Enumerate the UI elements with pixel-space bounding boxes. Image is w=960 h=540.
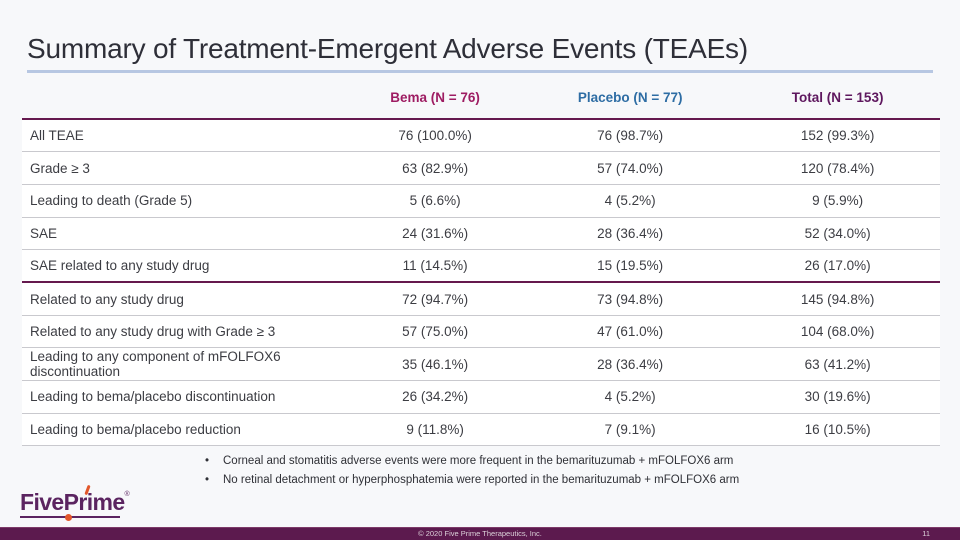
- table-row: Related to any study drug 72 (94.7%) 73 …: [22, 282, 940, 316]
- cell-bema: 5 (6.6%): [409, 193, 461, 209]
- table-row: SAE 24 (31.6%) 28 (36.4%) 52 (34.0%): [22, 217, 940, 250]
- cell-total: 145 (94.8%): [800, 291, 875, 307]
- cell-bema: 9 (11.8%): [406, 422, 464, 438]
- cell-placebo: 28 (36.4%): [597, 225, 664, 241]
- cell-bema: 11 (14.5%): [402, 258, 468, 274]
- table-row: Leading to any component of mFOLFOX6 dis…: [22, 347, 940, 381]
- cell-bema: 35 (46.1%): [402, 356, 469, 372]
- cell-bema: 63 (82.9%): [402, 160, 469, 176]
- table-row: All TEAE 76 (100.0%) 76 (98.7%) 152 (99.…: [22, 119, 940, 152]
- table-row: Leading to death (Grade 5) 5 (6.6%) 4 (5…: [22, 184, 940, 218]
- cell-total: 63 (41.2%): [804, 356, 871, 372]
- cell-total: 104 (68.0%): [800, 323, 875, 339]
- table-row: Grade ≥ 3 63 (82.9%) 57 (74.0%) 120 (78.…: [22, 151, 940, 185]
- cell-label: Related to any study drug with Grade ≥ 3: [30, 323, 276, 339]
- cell-bema: 57 (75.0%): [402, 323, 469, 339]
- col-header-bema: Bema (N = 76): [390, 89, 480, 105]
- cell-label: SAE related to any study drug: [30, 258, 210, 274]
- bullet-icon: [205, 471, 223, 490]
- cell-placebo: 28 (36.4%): [597, 356, 664, 372]
- cell-total: 26 (17.0%): [804, 258, 871, 274]
- cell-label: Leading to any component of mFOLFOX6 dis…: [30, 349, 281, 380]
- cell-label: Leading to bema/placebo discontinuation: [30, 389, 276, 405]
- cell-placebo: 76 (98.7%): [597, 128, 664, 144]
- cell-placebo: 4 (5.2%): [604, 193, 656, 209]
- cell-label: Leading to bema/placebo reduction: [30, 422, 241, 438]
- cell-placebo: 4 (5.2%): [604, 389, 656, 405]
- logo-text: FivePrime: [20, 489, 125, 515]
- cell-label: Related to any study drug: [30, 291, 184, 307]
- cell-total: 52 (34.0%): [804, 225, 871, 241]
- footnote-item: Corneal and stomatitis adverse events we…: [205, 452, 739, 471]
- footnote-item: No retinal detachment or hyperphosphatem…: [205, 471, 739, 490]
- logo-underline: [20, 513, 120, 521]
- cell-total: 30 (19.6%): [804, 389, 871, 405]
- cell-placebo: 15 (19.5%): [597, 258, 664, 274]
- cell-total: 120 (78.4%): [800, 160, 875, 176]
- footnotes: Corneal and stomatitis adverse events we…: [205, 452, 739, 489]
- cell-total: 152 (99.3%): [800, 128, 875, 144]
- col-header-total: Total (N = 153): [791, 89, 884, 105]
- cell-label: Leading to death (Grade 5): [30, 193, 193, 209]
- page-number: 11: [922, 529, 930, 538]
- footer-bar: © 2020 Five Prime Therapeutics, Inc. 11: [0, 527, 960, 540]
- fiveprime-logo: FivePrime®: [20, 484, 130, 521]
- cell-placebo: 73 (94.8%): [597, 291, 664, 307]
- page-title: Summary of Treatment-Emergent Adverse Ev…: [27, 33, 748, 64]
- cell-total: 16 (10.5%): [804, 422, 871, 438]
- logo-registered-mark: ®: [124, 491, 130, 498]
- cell-placebo: 7 (9.1%): [604, 422, 656, 438]
- table-header-row: Bema (N = 76) Placebo (N = 77) Total (N …: [22, 82, 940, 119]
- footnote-text: No retinal detachment or hyperphosphatem…: [223, 473, 740, 486]
- cell-placebo: 57 (74.0%): [597, 160, 664, 176]
- col-header-placebo: Placebo (N = 77): [577, 89, 683, 105]
- cell-bema: 76 (100.0%): [398, 128, 472, 144]
- cell-total: 9 (5.9%): [812, 193, 864, 209]
- col-header-empty: [22, 82, 345, 119]
- table-row: SAE related to any study drug 11 (14.5%)…: [22, 249, 940, 283]
- cell-label: Grade ≥ 3: [30, 160, 90, 176]
- footer-copyright: © 2020 Five Prime Therapeutics, Inc.: [418, 529, 542, 538]
- footnote-text: Corneal and stomatitis adverse events we…: [223, 455, 734, 467]
- cell-bema: 72 (94.7%): [402, 291, 469, 307]
- teae-table: Bema (N = 76) Placebo (N = 77) Total (N …: [22, 82, 940, 446]
- cell-bema: 26 (34.2%): [402, 389, 469, 405]
- table-row: Leading to bema/placebo reduction 9 (11.…: [22, 413, 940, 446]
- cell-placebo: 47 (61.0%): [597, 323, 664, 339]
- cell-label: SAE: [30, 225, 58, 241]
- title-divider: [27, 70, 933, 73]
- logo-orange-dot-icon: [65, 513, 72, 521]
- cell-bema: 24 (31.6%): [402, 225, 469, 241]
- table-row: Leading to bema/placebo discontinuation …: [22, 380, 940, 414]
- bullet-icon: [205, 452, 223, 471]
- cell-label: All TEAE: [30, 128, 84, 144]
- table-row: Related to any study drug with Grade ≥ 3…: [22, 315, 940, 348]
